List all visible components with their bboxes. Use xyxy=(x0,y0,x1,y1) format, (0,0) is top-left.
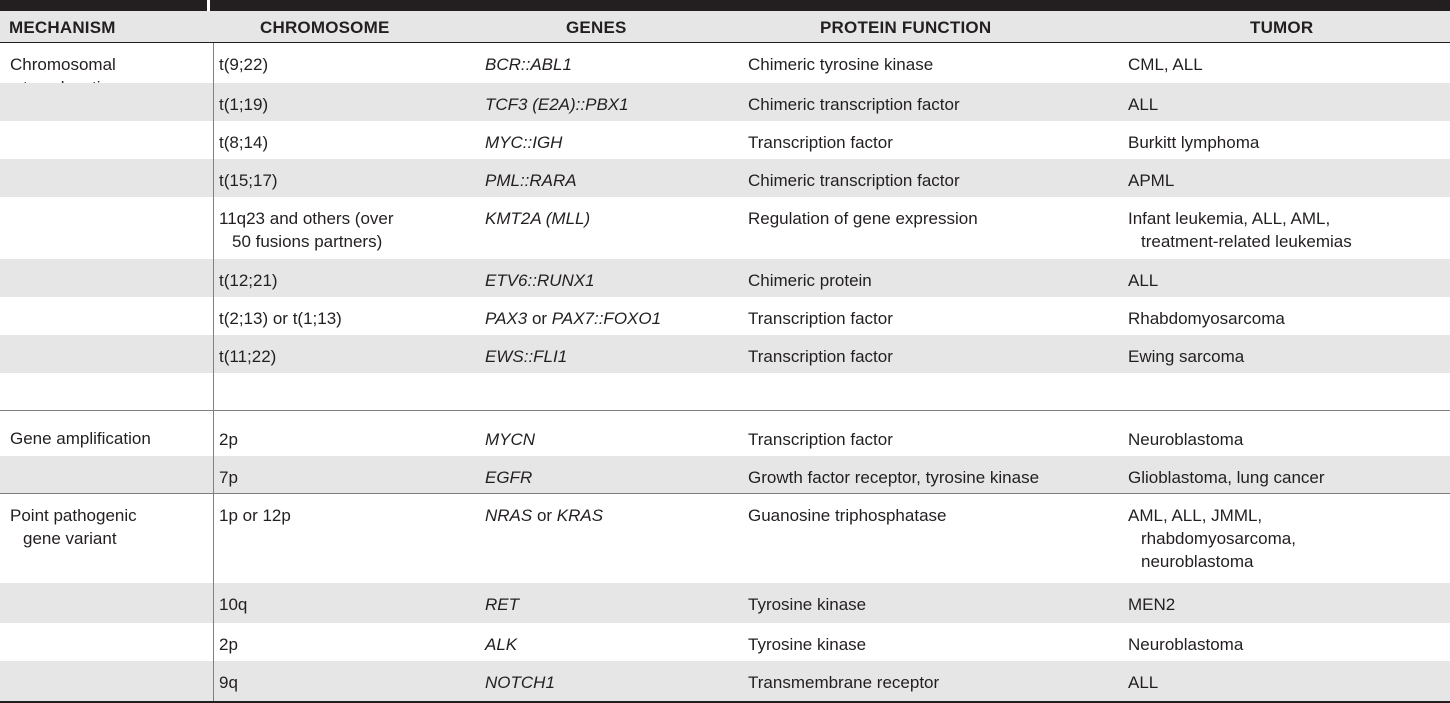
cell-chromosome: t(9;22) xyxy=(219,55,269,74)
cell-tumor: Neuroblastoma xyxy=(1128,635,1244,654)
column-header-tumor: TUMOR xyxy=(1250,18,1314,37)
cell-genes: NOTCH1 xyxy=(485,673,555,692)
table-header: MECHANISM CHROMOSOME GENES PROTEIN FUNCT… xyxy=(0,11,1450,43)
cell-chromosome: t(15;17) xyxy=(219,171,278,190)
cell-genes: EWS::FLI1 xyxy=(485,347,568,366)
group-divider-vertical xyxy=(213,43,214,701)
cell-chromosome: 2p xyxy=(219,635,238,654)
cell-chromosome: 9q xyxy=(219,673,238,692)
table-row: t(15;17) PML::RARA Chimeric transcriptio… xyxy=(0,159,1450,197)
cell-genes: PAX3 or PAX7::FOXO1 xyxy=(485,309,662,328)
cell-genes: TCF3 (E2A)::PBX1 xyxy=(485,95,629,114)
table-row: t(12;21) ETV6::RUNX1 Chimeric protein AL… xyxy=(0,259,1450,297)
mechanism-gene-amplification: Gene amplification xyxy=(10,429,151,448)
table-row: t(11;22) EWS::FLI1 Transcription factor … xyxy=(0,335,1450,373)
column-header-mechanism: MECHANISM xyxy=(9,18,116,37)
cell-protein-function: Tyrosine kinase xyxy=(748,635,867,654)
cell-tumor: ALL xyxy=(1128,673,1159,692)
cell-genes: BCR::ABL1 xyxy=(485,55,572,74)
cell-genes: MYC::IGH xyxy=(485,133,563,152)
table-row: 2p MYCN Transcription factor Neuroblasto… xyxy=(0,418,1450,456)
cell-tumor: MEN2 xyxy=(1128,595,1176,614)
cell-protein-function: Chimeric protein xyxy=(748,271,872,290)
cell-protein-function: Chimeric transcription factor xyxy=(748,171,960,190)
cell-tumor: AML, ALL, JMML, rhabdomyosarcoma, neurob… xyxy=(1128,506,1296,571)
cell-chromosome: t(2;13) or t(1;13) xyxy=(219,309,342,328)
group-divider xyxy=(0,493,1450,494)
cell-genes: RET xyxy=(485,595,519,614)
cell-genes: MYCN xyxy=(485,430,536,449)
cell-tumor: Ewing sarcoma xyxy=(1128,347,1245,366)
cell-protein-function: Chimeric tyrosine kinase xyxy=(748,55,934,74)
mechanism-point-variant: Point pathogenic gene variant xyxy=(10,506,137,548)
table-row: 2p ALK Tyrosine kinase Neuroblastoma xyxy=(0,623,1450,661)
cell-chromosome: 2p xyxy=(219,430,238,449)
cell-genes: ALK xyxy=(485,635,518,654)
cell-protein-function: Transcription factor xyxy=(748,430,893,449)
cell-protein-function: Transcription factor xyxy=(748,347,893,366)
cell-genes: PML::RARA xyxy=(485,171,577,190)
table-row: t(1;19) TCF3 (E2A)::PBX1 Chimeric transc… xyxy=(0,83,1450,121)
cell-chromosome: 10q xyxy=(219,595,248,614)
cell-tumor: CML, ALL xyxy=(1128,55,1203,74)
table-bottom-rule xyxy=(0,701,1450,703)
cell-protein-function: Chimeric transcription factor xyxy=(748,95,960,114)
cell-chromosome: t(1;19) xyxy=(219,95,269,114)
cell-tumor: Infant leukemia, ALL, AML, treatment-rel… xyxy=(1128,209,1352,251)
cell-tumor: Glioblastoma, lung cancer xyxy=(1128,468,1325,487)
column-header-chromosome: CHROMOSOME xyxy=(260,18,390,37)
cell-genes: KMT2A (MLL) xyxy=(485,209,591,228)
table-row: 10q RET Tyrosine kinase MEN2 xyxy=(0,583,1450,623)
cell-tumor: Neuroblastoma xyxy=(1128,430,1244,449)
cell-chromosome: 11q23 and others (over 50 fusions partne… xyxy=(219,209,394,251)
group-divider xyxy=(0,410,1450,411)
column-header-genes: GENES xyxy=(566,18,627,37)
cell-tumor: Rhabdomyosarcoma xyxy=(1128,309,1285,328)
cell-chromosome: 7p xyxy=(219,468,238,487)
cell-genes: EGFR xyxy=(485,468,533,487)
cell-chromosome: t(11;22) xyxy=(219,347,277,366)
table-row: 7p EGFR Growth factor receptor, tyrosine… xyxy=(0,456,1450,494)
top-bar-notch xyxy=(207,0,210,11)
cell-protein-function: Growth factor receptor, tyrosine kinase xyxy=(748,468,1040,487)
table-row: t(2;13) or t(1;13) PAX3 or PAX7::FOXO1 T… xyxy=(0,297,1450,335)
column-header-protein-function: PROTEIN FUNCTION xyxy=(820,18,992,37)
table-row: 9q NOTCH1 Transmembrane receptor ALL xyxy=(0,661,1450,701)
cell-protein-function: Guanosine triphosphatase xyxy=(748,506,947,525)
cell-chromosome: 1p or 12p xyxy=(219,506,291,525)
cell-tumor: ALL xyxy=(1128,271,1159,290)
table-row: 11q23 and others (over 50 fusions partne… xyxy=(0,197,1450,259)
cell-tumor: APML xyxy=(1128,171,1175,190)
cell-chromosome: t(12;21) xyxy=(219,271,278,290)
cell-protein-function: Transmembrane receptor xyxy=(748,673,940,692)
table-row: 1p or 12p NRAS or KRAS Guanosine triphos… xyxy=(0,494,1450,583)
cell-genes: ETV6::RUNX1 xyxy=(485,271,595,290)
cell-protein-function: Transcription factor xyxy=(748,133,893,152)
cell-protein-function: Tyrosine kinase xyxy=(748,595,867,614)
table-row: t(9;22) BCR::ABL1 Chimeric tyrosine kina… xyxy=(0,43,1450,83)
cell-tumor: Burkitt lymphoma xyxy=(1128,133,1260,152)
top-bar xyxy=(0,0,1450,11)
table-row: t(8;14) MYC::IGH Transcription factor Bu… xyxy=(0,121,1450,159)
cell-protein-function: Transcription factor xyxy=(748,309,893,328)
cell-chromosome: t(8;14) xyxy=(219,133,269,152)
cell-tumor: ALL xyxy=(1128,95,1159,114)
cell-genes: NRAS or KRAS xyxy=(485,506,604,525)
cell-protein-function: Regulation of gene expression xyxy=(748,209,978,228)
